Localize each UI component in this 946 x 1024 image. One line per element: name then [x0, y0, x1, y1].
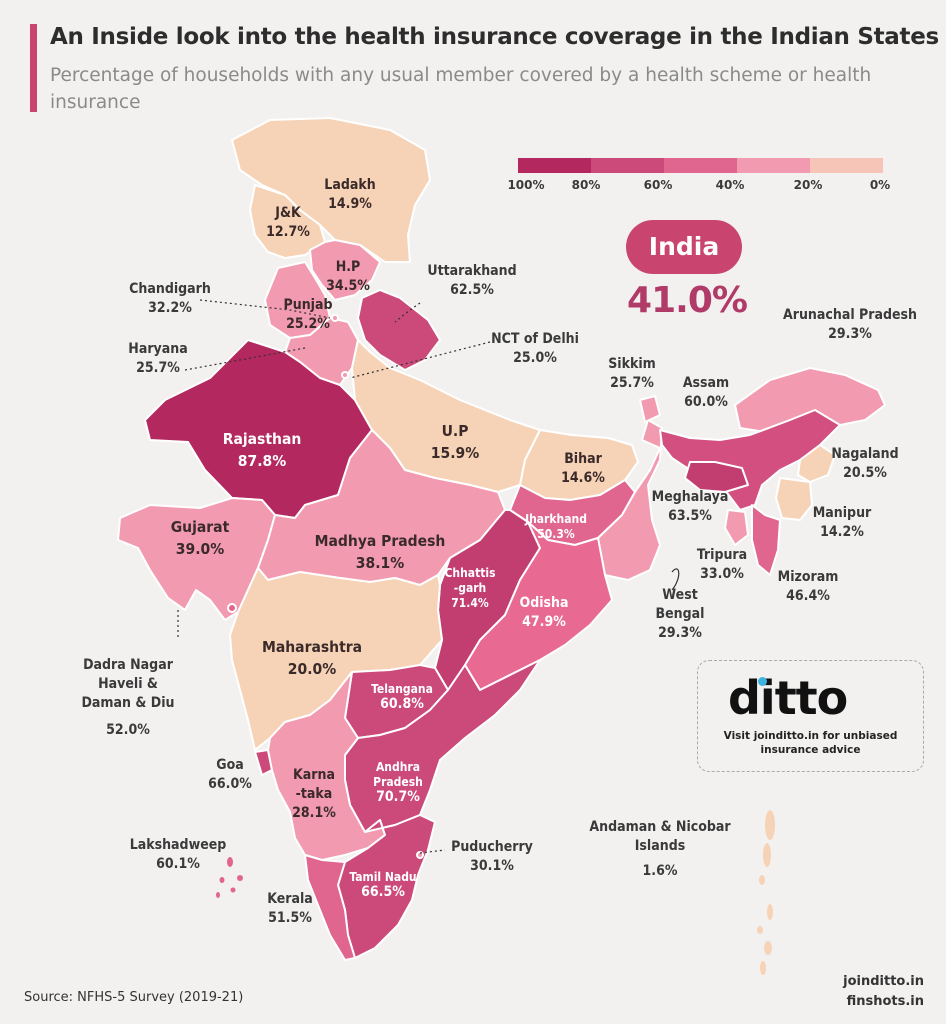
- label-jk: J&K 12.7%: [266, 205, 310, 240]
- legend-swatch-5: [810, 158, 883, 173]
- label-delhi: NCT of Delhi 25.0%: [491, 331, 579, 366]
- label-maharashtra: Maharashtra 20.0%: [261, 638, 363, 678]
- legend-tick: 0%: [869, 178, 891, 192]
- label-arunachal: Arunachal Pradesh 29.3%: [783, 307, 917, 342]
- region-westbengal: [597, 419, 663, 581]
- region-meghalaya: [684, 461, 749, 493]
- label-chandigarh: Chandigarh 32.2%: [129, 281, 211, 316]
- label-meghalaya: Meghalaya 63.5%: [651, 489, 729, 524]
- legend-swatch-3: [664, 158, 737, 173]
- label-dnh: Dadra Nagar Haveli & Daman & Diu 52.0%: [81, 657, 175, 738]
- legend-tick: 100%: [507, 178, 545, 192]
- region-hp: [309, 239, 381, 301]
- ditto-ad-box[interactable]: ditto Visit joinditto.in for unbiased ins…: [697, 660, 924, 772]
- region-tripura: [724, 509, 749, 546]
- label-kerala: Kerala 51.5%: [267, 891, 313, 926]
- label-telangana: Telangana 60.8%: [371, 682, 433, 712]
- region-manipur: [775, 477, 813, 521]
- label-goa: Goa 66.0%: [208, 757, 252, 792]
- label-westbengal: West Bengal 29.3%: [655, 587, 705, 641]
- label-chhattisgarh: Chhattis -garh 71.4%: [444, 566, 496, 610]
- leader-lines: [177, 299, 491, 854]
- label-gujarat: Gujarat 39.0%: [170, 518, 230, 558]
- label-haryana: Haryana 25.7%: [128, 341, 188, 376]
- legend-swatch-1: [518, 158, 591, 173]
- ditto-logo: ditto: [728, 671, 848, 725]
- legend-tick: 80%: [571, 178, 601, 192]
- region-sikkim: [639, 395, 661, 423]
- region-puducherry: [416, 851, 424, 859]
- legend-swatch-2: [591, 158, 664, 173]
- region-delhi: [341, 371, 349, 379]
- legend-tick: 20%: [793, 178, 823, 192]
- ditto-logo-dot: [758, 677, 767, 686]
- page-title: An Inside look into the health insurance…: [50, 24, 939, 50]
- label-andaman: Andaman & Nicobar Islands 1.6%: [589, 819, 731, 879]
- label-mizoram: Mizoram 46.4%: [777, 569, 839, 604]
- legend-tick: 40%: [715, 178, 745, 192]
- label-assam: Assam 60.0%: [682, 375, 730, 410]
- page-subtitle: Percentage of households with any usual …: [50, 65, 872, 113]
- label-uttarakhand: Uttarakhand 62.5%: [427, 263, 517, 298]
- region-andaman-islands: [757, 810, 775, 975]
- credit-joinditto[interactable]: joinditto.in: [843, 974, 924, 989]
- label-sikkim: Sikkim 25.7%: [608, 356, 656, 391]
- label-bihar: Bihar 14.6%: [561, 451, 605, 486]
- label-karnataka: Karna -taka 28.1%: [292, 767, 336, 821]
- label-odisha: Odisha 47.9%: [519, 595, 569, 630]
- westbengal-leader: [671, 568, 680, 591]
- label-punjab: Punjab 25.2%: [283, 297, 333, 332]
- label-ladakh: Ladakh 14.9%: [324, 177, 376, 212]
- region-mizoram: [751, 504, 781, 576]
- title-accent-bar: [30, 24, 37, 112]
- label-tamilnadu: Tamil Nadu 66.5%: [349, 870, 417, 900]
- credit-finshots[interactable]: finshots.in: [846, 994, 924, 1009]
- region-uttarakhand: [357, 289, 441, 371]
- india-badge: India: [626, 220, 742, 274]
- label-hp: H.P 34.5%: [326, 259, 370, 294]
- region-chandigarh: [331, 314, 339, 322]
- label-manipur: Manipur 14.2%: [812, 505, 872, 540]
- label-lakshadweep: Lakshadweep 60.1%: [129, 837, 227, 872]
- region-tamilnadu: [337, 814, 436, 959]
- region-jk: [249, 184, 326, 259]
- legend-swatch-4: [737, 158, 810, 173]
- region-dnh: [227, 603, 237, 613]
- label-mp: Madhya Pradesh 38.1%: [314, 532, 446, 572]
- region-lakshadweep-islands: [216, 857, 243, 898]
- label-puducherry: Puducherry 30.1%: [451, 839, 533, 874]
- credits: joinditto.in finshots.in: [843, 972, 924, 1012]
- legend-tick: 60%: [643, 178, 673, 192]
- ditto-tagline: Visit joinditto.in for unbiased insurance…: [723, 730, 898, 756]
- india-value: 41.0%: [627, 280, 748, 321]
- label-jharkhand: Jharkhand 50.3%: [525, 512, 587, 541]
- source-note: Source: NFHS-5 Survey (2019-21): [24, 990, 244, 1005]
- label-tripura: Tripura 33.0%: [696, 547, 748, 582]
- label-up: U.P 15.9%: [430, 422, 480, 462]
- region-kerala: [304, 854, 356, 961]
- label-rajasthan: Rajasthan 87.8%: [222, 430, 302, 470]
- label-andhra: Andhra Pradesh 70.7%: [373, 760, 423, 805]
- region-nagaland: [797, 444, 836, 483]
- region-maharashtra: [229, 567, 443, 751]
- label-nagaland: Nagaland 20.5%: [831, 446, 899, 481]
